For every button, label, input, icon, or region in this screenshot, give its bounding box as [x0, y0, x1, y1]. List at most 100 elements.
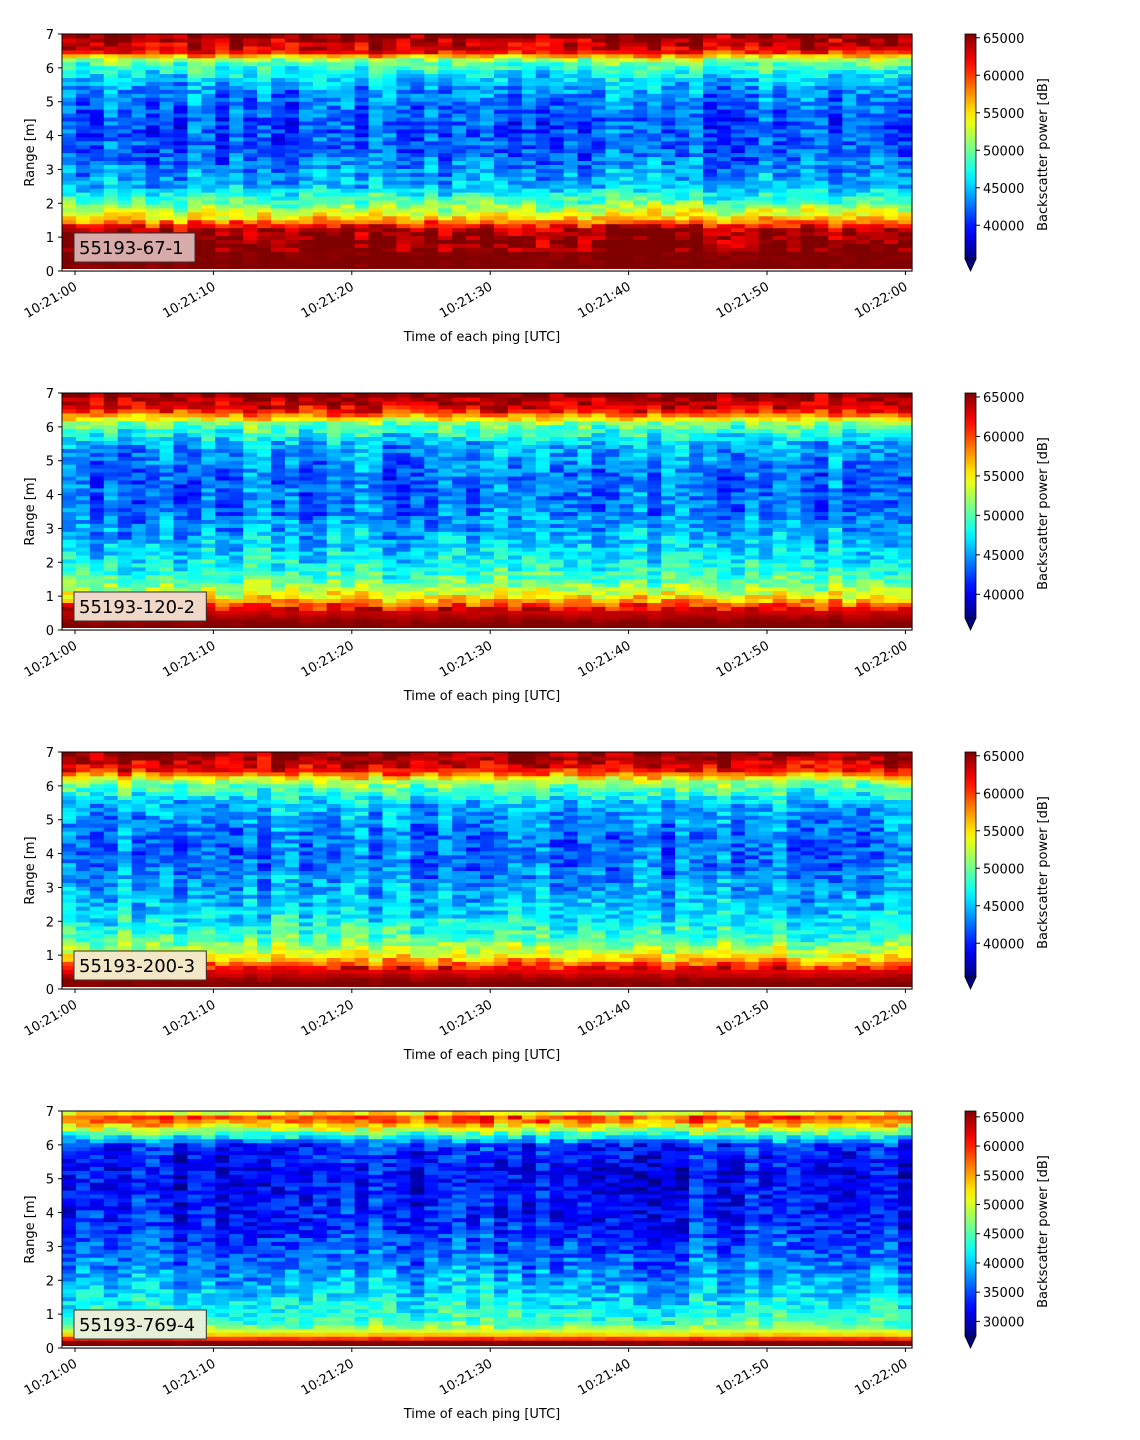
heatmap-cell: [257, 180, 272, 185]
heatmap-cell: [132, 42, 147, 47]
heatmap-cell: [313, 58, 328, 63]
heatmap-cell: [369, 156, 384, 161]
heatmap-cell: [313, 42, 328, 47]
heatmap-cell: [466, 192, 481, 197]
heatmap-cell: [369, 232, 384, 237]
heatmap-cell: [76, 212, 91, 217]
heatmap-cell: [271, 598, 286, 603]
heatmap-cell: [285, 397, 300, 402]
heatmap-cell: [160, 145, 175, 150]
heatmap-cell: [104, 204, 119, 209]
heatmap-cell: [675, 263, 690, 268]
heatmap-cell: [773, 216, 788, 221]
heatmap-cell: [842, 85, 857, 90]
heatmap-cell: [605, 243, 620, 248]
heatmap-cell: [731, 220, 746, 225]
heatmap-cell: [633, 235, 648, 240]
heatmap-cell: [341, 444, 356, 449]
heatmap-cell: [132, 200, 147, 205]
heatmap-cell: [271, 93, 286, 98]
heatmap-cell: [327, 401, 342, 406]
heatmap-cell: [257, 559, 272, 564]
heatmap-cell: [759, 149, 774, 154]
heatmap-cell: [187, 42, 202, 47]
heatmap-cell: [619, 224, 634, 229]
heatmap-cell: [160, 141, 175, 146]
heatmap-cell: [327, 523, 342, 528]
heatmap-cell: [243, 133, 258, 138]
heatmap-cell: [257, 113, 272, 118]
heatmap-cell: [76, 117, 91, 122]
heatmap-cell: [271, 46, 286, 51]
heatmap-cell: [898, 212, 913, 217]
heatmap-cell: [285, 224, 300, 229]
heatmap-cell: [118, 81, 133, 86]
heatmap-cell: [299, 89, 314, 94]
heatmap-cell: [257, 125, 272, 130]
heatmap-cell: [173, 50, 188, 55]
heatmap-cell: [90, 137, 105, 142]
heatmap-cell: [327, 547, 342, 552]
heatmap-cell: [536, 74, 551, 79]
heatmap-cell: [438, 180, 453, 185]
heatmap-cell: [814, 93, 829, 98]
heatmap-cell: [884, 46, 899, 51]
heatmap-cell: [90, 543, 105, 548]
heatmap-cell: [466, 255, 481, 260]
heatmap-cell: [633, 125, 648, 130]
heatmap-cell: [104, 172, 119, 177]
heatmap-cell: [118, 93, 133, 98]
heatmap-cell: [592, 133, 607, 138]
heatmap-cell: [355, 137, 370, 142]
heatmap-cell: [243, 579, 258, 584]
heatmap-cell: [341, 243, 356, 248]
heatmap-cell: [424, 176, 439, 181]
heatmap-cell: [466, 54, 481, 59]
heatmap-cell: [187, 97, 202, 102]
heatmap-cell: [410, 109, 425, 114]
heatmap-cell: [550, 251, 565, 256]
heatmap-cell: [578, 232, 593, 237]
heatmap-cell: [313, 488, 328, 493]
heatmap-cell: [870, 42, 885, 47]
heatmap-cell: [285, 567, 300, 572]
heatmap-cell: [452, 125, 467, 130]
heatmap-cell: [215, 145, 230, 150]
heatmap-cell: [396, 228, 411, 233]
heatmap-cell: [341, 436, 356, 441]
heatmap-cell: [327, 74, 342, 79]
heatmap-cell: [76, 512, 91, 517]
heatmap-cell: [828, 180, 843, 185]
heatmap-cell: [313, 409, 328, 414]
heatmap-cell: [62, 224, 77, 229]
heatmap-cell: [564, 216, 579, 221]
heatmap-cell: [466, 204, 481, 209]
heatmap-cell: [731, 160, 746, 165]
heatmap-cell: [452, 259, 467, 264]
heatmap-cell: [661, 255, 676, 260]
heatmap-cell: [285, 575, 300, 580]
heatmap-cell: [187, 583, 202, 588]
heatmap-cell: [355, 58, 370, 63]
heatmap-cell: [327, 172, 342, 177]
heatmap-cell: [870, 137, 885, 142]
heatmap-cell: [745, 204, 760, 209]
heatmap-cell: [187, 66, 202, 71]
heatmap-cell: [215, 519, 230, 524]
heatmap-cell: [536, 251, 551, 256]
heatmap-cell: [257, 500, 272, 505]
heatmap-cell: [466, 101, 481, 106]
heatmap-cell: [703, 85, 718, 90]
heatmap-cell: [856, 62, 871, 67]
heatmap-cell: [787, 255, 802, 260]
heatmap-cell: [76, 164, 91, 169]
heatmap-cell: [522, 164, 537, 169]
heatmap-cell: [104, 70, 119, 75]
heatmap-cell: [271, 472, 286, 477]
heatmap-cell: [313, 145, 328, 150]
heatmap-cell: [146, 133, 161, 138]
heatmap-cell: [299, 208, 314, 213]
heatmap-cell: [76, 192, 91, 197]
heatmap-cell: [759, 77, 774, 82]
heatmap-cell: [536, 77, 551, 82]
